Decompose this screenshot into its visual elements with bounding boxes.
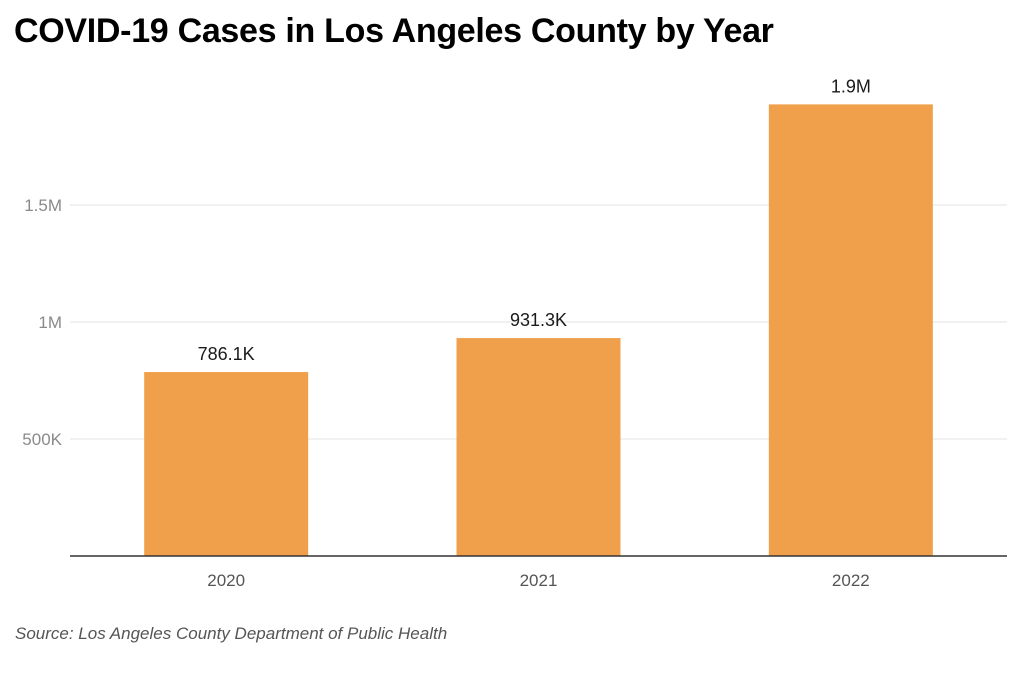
data-label: 931.3K: [510, 310, 567, 330]
x-tick-label: 2022: [832, 571, 870, 590]
chart-title: COVID-19 Cases in Los Angeles County by …: [14, 12, 774, 50]
bar: [768, 104, 933, 556]
data-label: 786.1K: [198, 344, 255, 364]
y-tick-label: 500K: [22, 430, 62, 449]
bar: [144, 372, 309, 556]
data-label: 1.9M: [831, 76, 871, 96]
y-tick-label: 1M: [38, 313, 62, 332]
bar: [456, 338, 621, 556]
x-tick-label: 2021: [520, 571, 558, 590]
y-tick-label: 1.5M: [24, 196, 62, 215]
x-tick-label: 2020: [207, 571, 245, 590]
source-note: Source: Los Angeles County Department of…: [15, 624, 448, 643]
